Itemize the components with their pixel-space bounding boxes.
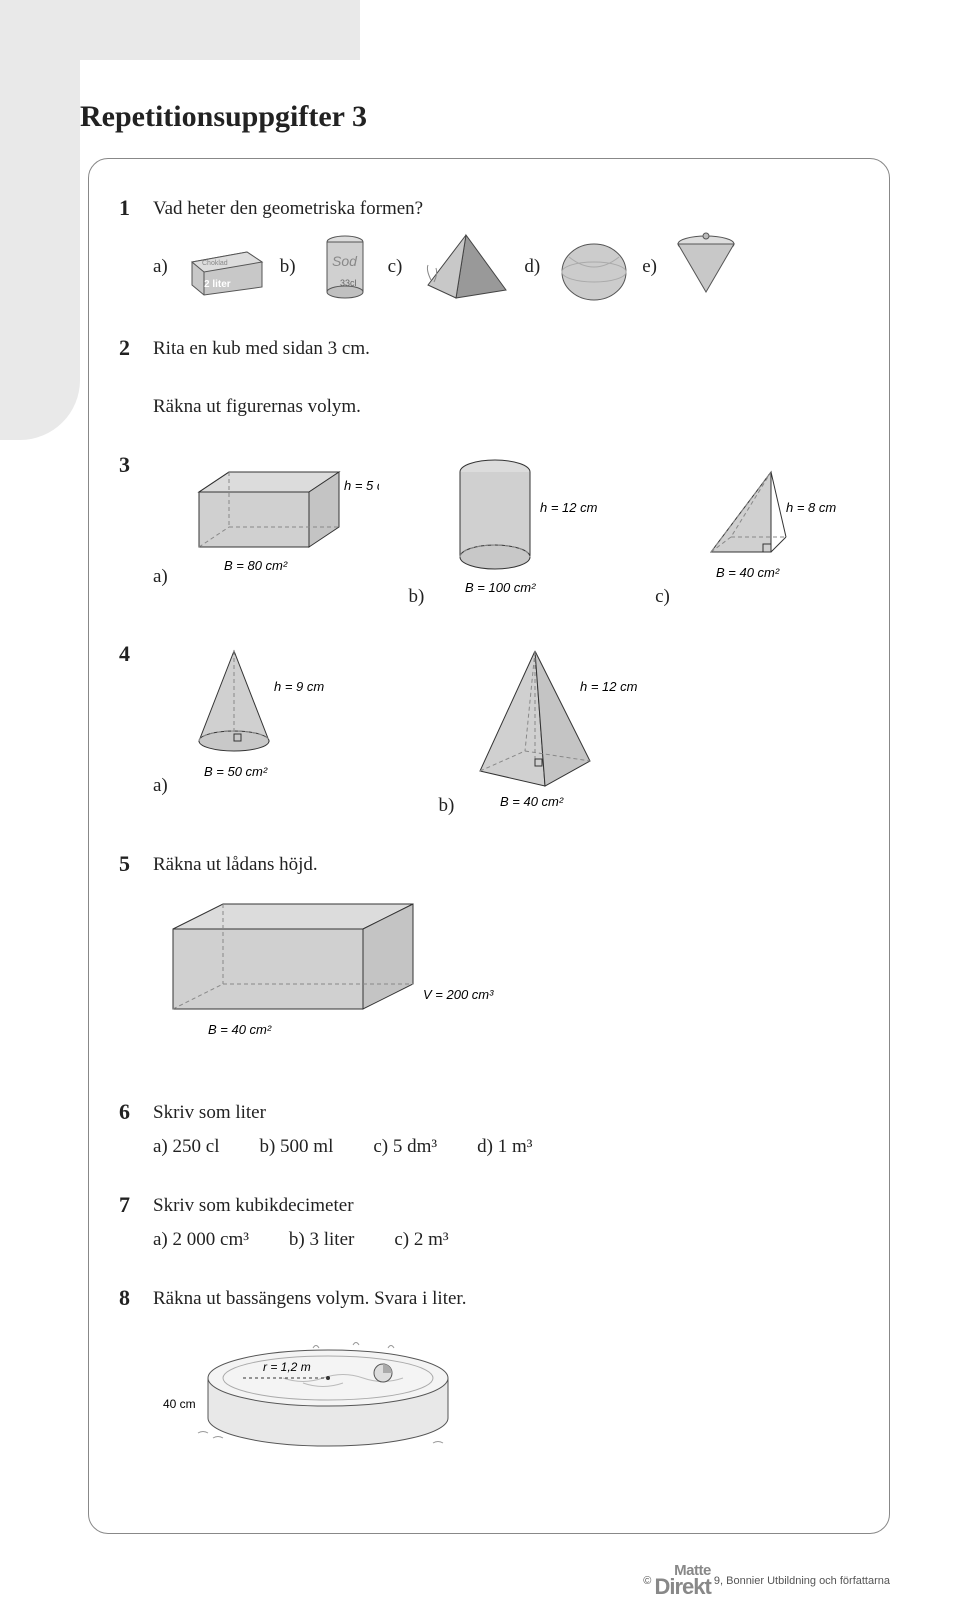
q1-c-label: c) — [388, 253, 403, 282]
q3b-h: h = 12 cm — [540, 500, 598, 515]
q3c-h: h = 8 cm — [786, 500, 836, 515]
pool-icon: r = 1,2 m 40 cm — [153, 1323, 493, 1473]
q3-b-label: b) — [409, 586, 425, 607]
cuboid-icon: h = 5 cm B = 80 cm² — [179, 452, 379, 582]
side-tab — [0, 60, 80, 440]
q7-b: b) 3 liter — [289, 1226, 354, 1255]
q1-e-label: e) — [642, 253, 657, 282]
q5-B: B = 40 cm² — [208, 1022, 272, 1037]
sphere-icon — [554, 232, 634, 302]
question-6: 6 Skriv som liter a) 250 cl b) 500 ml c)… — [119, 1099, 859, 1162]
q4b-h: h = 12 cm — [580, 679, 638, 694]
question-7: 7 Skriv som kubikdecimeter a) 2 000 cm³ … — [119, 1192, 859, 1255]
q7-num: 7 — [119, 1192, 153, 1255]
question-1: 1 Vad heter den geometriska formen? a) 2… — [119, 195, 859, 305]
copyright: © — [643, 1574, 651, 1586]
volume-intro: Räkna ut figurernas volym. — [119, 393, 859, 422]
pyramid-icon — [416, 230, 516, 305]
q2-num: 2 — [119, 335, 153, 364]
box-icon: V = 200 cm³ B = 40 cm² — [153, 889, 513, 1059]
svg-text:Sod: Sod — [332, 253, 358, 269]
pyramid-3d-icon: h = 12 cm B = 40 cm² — [465, 641, 665, 811]
question-5: 5 Räkna ut lådans höjd. V = 200 cm³ B = … — [119, 851, 859, 1069]
carton-icon: 2 liter Choklad — [182, 237, 272, 297]
q8-r: r = 1,2 m — [263, 1360, 311, 1374]
q7-c: c) 2 m³ — [394, 1226, 448, 1255]
svg-text:Choklad: Choklad — [202, 260, 228, 267]
q4a-B: B = 50 cm² — [204, 764, 268, 779]
brand-line2: Direkt — [654, 1574, 710, 1599]
q6-num: 6 — [119, 1099, 153, 1162]
question-4: 4 a) h = 9 cm B = 50 cm² b) — [119, 641, 859, 821]
q3-num: 3 — [119, 452, 153, 612]
question-3: 3 a) h = 5 cm B = 80 cm² — [119, 452, 859, 612]
q8-num: 8 — [119, 1285, 153, 1483]
question-2: 2 Rita en kub med sidan 3 cm. — [119, 335, 859, 364]
q1-b-label: b) — [280, 253, 296, 282]
q6-d: d) 1 m³ — [477, 1133, 532, 1162]
q1-text: Vad heter den geometriska formen? — [153, 195, 859, 224]
intro3-text: Räkna ut figurernas volym. — [153, 393, 859, 422]
q6-b: b) 500 ml — [259, 1133, 333, 1162]
q7-a: a) 2 000 cm³ — [153, 1226, 249, 1255]
q4-num: 4 — [119, 641, 153, 821]
cylinder-icon: h = 12 cm B = 100 cm² — [435, 452, 625, 602]
q5-V: V = 200 cm³ — [423, 987, 494, 1002]
q2-text: Rita en kub med sidan 3 cm. — [153, 335, 859, 364]
q8-text: Räkna ut bassängens volym. Svara i liter… — [153, 1285, 859, 1314]
q6-c: c) 5 dm³ — [373, 1133, 437, 1162]
q3a-h: h = 5 cm — [344, 478, 379, 493]
svg-text:2 liter: 2 liter — [204, 279, 231, 290]
q1-num: 1 — [119, 195, 153, 305]
q4a-h: h = 9 cm — [274, 679, 324, 694]
q3-c-label: c) — [655, 586, 670, 607]
q4b-B: B = 40 cm² — [500, 794, 564, 809]
footer: © Matte Direkt 9, Bonnier Utbildning och… — [0, 1564, 960, 1617]
q3c-B: B = 40 cm² — [716, 565, 780, 580]
exercise-frame: 1 Vad heter den geometriska formen? a) 2… — [88, 158, 890, 1534]
q6-a: a) 250 cl — [153, 1133, 219, 1162]
q4-b-label: b) — [439, 795, 455, 816]
q3b-B: B = 100 cm² — [465, 580, 536, 595]
q3-a-label: a) — [153, 566, 168, 587]
can-icon: Sod 33cl — [310, 230, 380, 305]
page-title: Repetitionsuppgifter 3 — [0, 60, 960, 158]
q5-num: 5 — [119, 851, 153, 1069]
cone-icon: h = 9 cm B = 50 cm² — [179, 641, 359, 791]
q5-text: Räkna ut lådans höjd. — [153, 851, 859, 880]
q3a-B: B = 80 cm² — [224, 558, 288, 573]
header-band — [0, 0, 360, 60]
svg-text:33cl: 33cl — [340, 278, 357, 288]
q6-text: Skriv som liter — [153, 1099, 859, 1128]
q4-a-label: a) — [153, 775, 168, 796]
cone-down-icon — [671, 232, 741, 302]
question-8: 8 Räkna ut bassängens volym. Svara i lit… — [119, 1285, 859, 1483]
q7-text: Skriv som kubikdecimeter — [153, 1192, 859, 1221]
footer-tail: 9, Bonnier Utbildning och författarna — [714, 1574, 890, 1586]
q1-a-label: a) — [153, 253, 168, 282]
prism-icon: h = 8 cm B = 40 cm² — [681, 452, 851, 602]
q1-d-label: d) — [524, 253, 540, 282]
q8-h: 40 cm — [163, 1397, 196, 1411]
